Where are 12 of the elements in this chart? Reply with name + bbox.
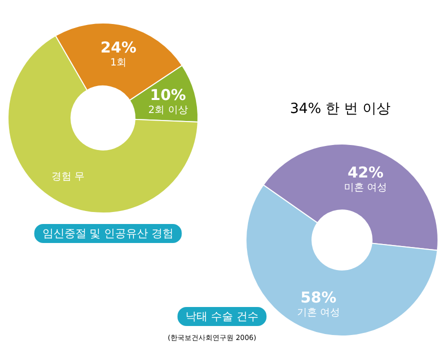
slice-label: 경험 무 xyxy=(51,172,85,183)
slice-label: 1회 xyxy=(110,57,127,68)
data-label: 24% xyxy=(100,38,136,56)
text: 임신중절 및 인공유산 경험 xyxy=(42,227,174,240)
slice-label: 미혼 여성 xyxy=(344,182,388,194)
text: 34% 한 번 이상 xyxy=(290,101,390,117)
text: 낙태 수술 건수 xyxy=(186,310,258,323)
data-label: 42% xyxy=(348,163,384,182)
data-label: 58% xyxy=(300,288,336,307)
slice-label: 기혼 여성 xyxy=(296,308,340,319)
slice-label: 2회 이상 xyxy=(148,104,188,116)
data-label: 10% xyxy=(150,86,186,104)
